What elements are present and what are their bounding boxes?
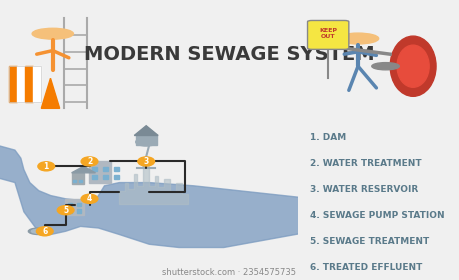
Text: 3: 3 (144, 157, 149, 166)
Circle shape (372, 63, 399, 70)
Bar (79, 180, 82, 183)
Bar (77, 209, 81, 213)
Bar (68, 209, 72, 213)
Bar (103, 175, 108, 179)
Bar (68, 203, 72, 206)
Bar (92, 167, 97, 171)
Text: KEEP
OUT: KEEP OUT (319, 28, 337, 39)
Circle shape (138, 157, 155, 166)
Bar (89, 162, 111, 183)
Bar (113, 167, 118, 171)
Polygon shape (134, 126, 158, 136)
Text: 4: 4 (87, 194, 92, 203)
Circle shape (81, 194, 98, 203)
Bar (77, 203, 81, 206)
Ellipse shape (136, 138, 157, 146)
Circle shape (32, 28, 73, 39)
Ellipse shape (31, 229, 46, 233)
Text: 5. SEWAGE TREATMENT: 5. SEWAGE TREATMENT (309, 237, 429, 246)
Bar (103, 167, 108, 171)
Text: shutterstock.com · 2354575735: shutterstock.com · 2354575735 (162, 268, 297, 277)
Bar (65, 199, 84, 215)
Text: 3. WATER RESERVOIR: 3. WATER RESERVOIR (309, 185, 418, 193)
Polygon shape (72, 166, 95, 173)
Bar (34, 66, 41, 102)
Text: 6: 6 (42, 227, 47, 236)
Bar (25, 66, 34, 102)
Bar (72, 173, 84, 184)
Bar (73, 180, 76, 183)
Ellipse shape (390, 36, 436, 96)
Bar (9, 66, 41, 102)
Polygon shape (119, 166, 188, 204)
Text: 2: 2 (87, 157, 92, 166)
Circle shape (57, 206, 74, 215)
Text: 5: 5 (63, 206, 68, 215)
FancyBboxPatch shape (308, 20, 349, 49)
Text: 6. TREATED EFFLUENT: 6. TREATED EFFLUENT (309, 263, 422, 272)
Bar (113, 175, 118, 179)
Circle shape (36, 227, 53, 236)
Bar (17, 66, 25, 102)
Bar (9, 66, 17, 102)
Text: 2. WATER TREATMENT: 2. WATER TREATMENT (309, 158, 421, 167)
Text: 4. SEWAGE PUMP STATION: 4. SEWAGE PUMP STATION (309, 211, 444, 220)
Circle shape (337, 33, 379, 44)
Text: 1. DAM: 1. DAM (309, 133, 346, 142)
Bar (92, 175, 97, 179)
Ellipse shape (397, 45, 429, 87)
Text: 1: 1 (44, 162, 49, 171)
Ellipse shape (28, 228, 49, 235)
Bar (136, 136, 157, 145)
Text: MODERN SEWAGE SYSTEM: MODERN SEWAGE SYSTEM (84, 45, 375, 64)
Polygon shape (0, 142, 313, 248)
Polygon shape (41, 78, 60, 108)
Circle shape (81, 157, 98, 166)
Circle shape (38, 162, 55, 171)
